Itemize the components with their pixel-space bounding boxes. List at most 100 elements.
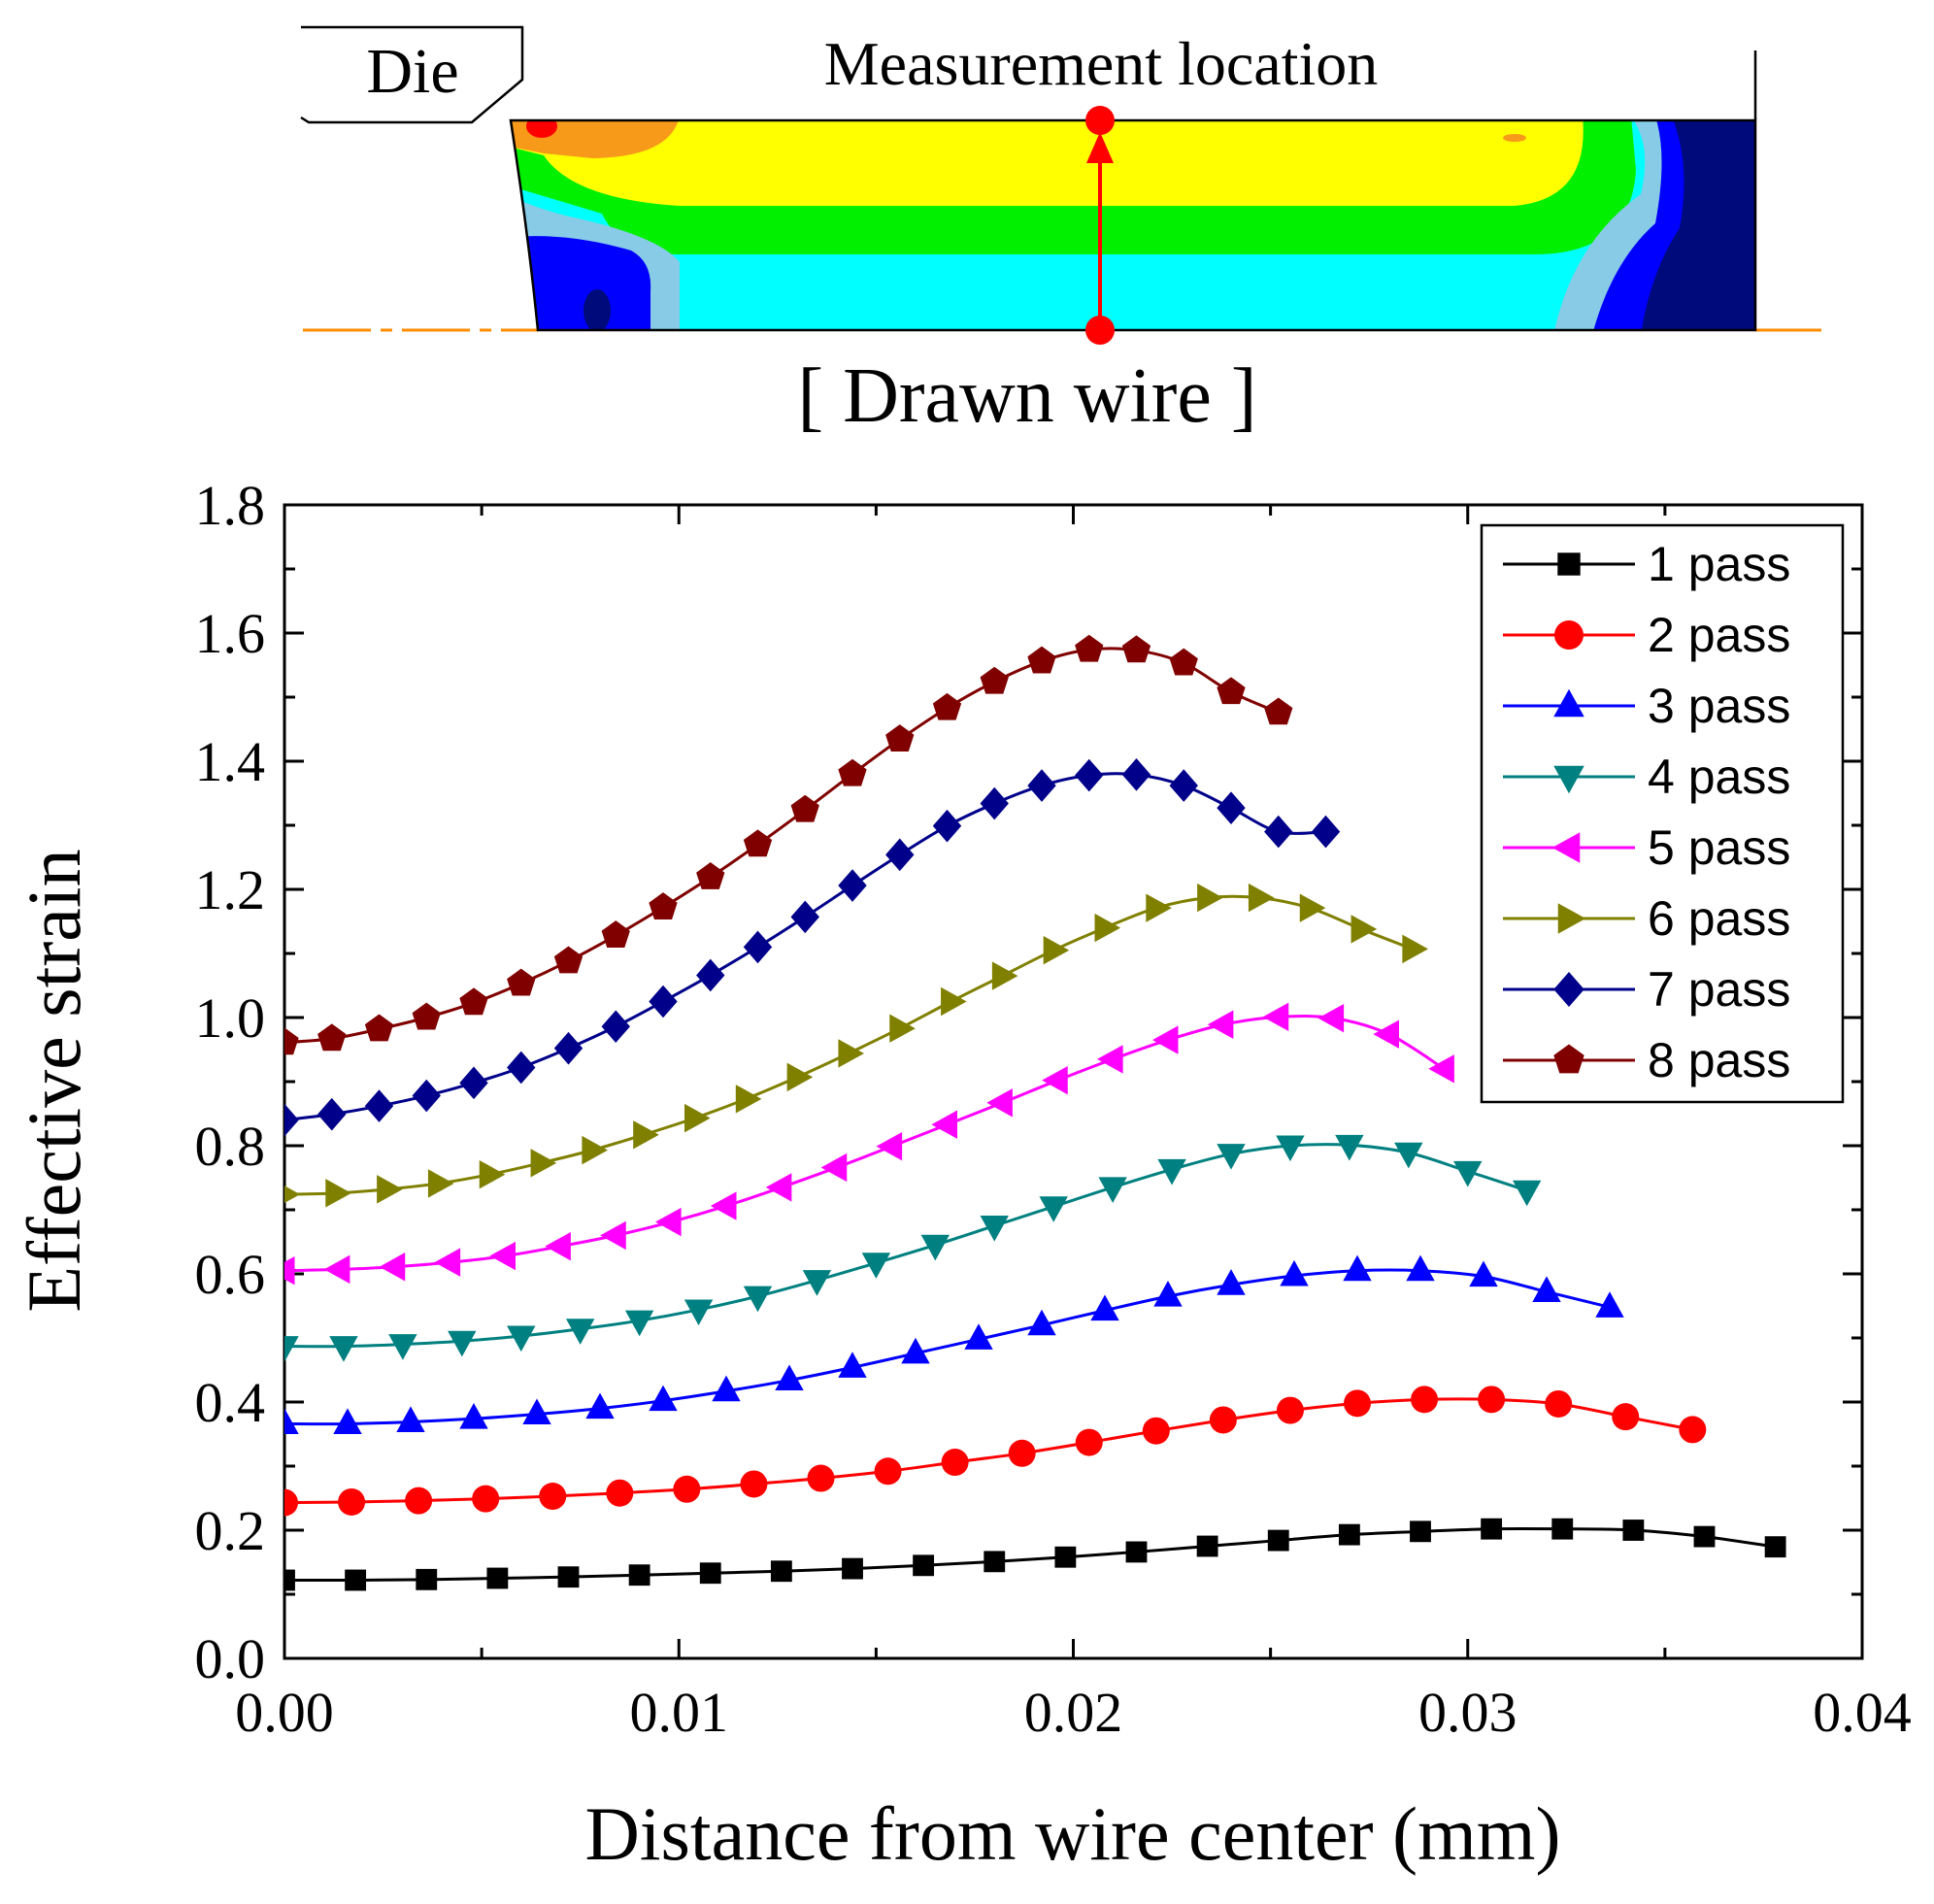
legend-marker [1553, 1044, 1584, 1074]
data-point [507, 968, 536, 996]
data-point [1217, 791, 1246, 824]
data-point [1248, 883, 1275, 913]
data-point [984, 1551, 1006, 1573]
data-point [1027, 646, 1056, 674]
data-point [684, 1103, 711, 1133]
data-point [377, 1175, 403, 1204]
wire-contour-inset: Die Measurement location [ Drawn wire ] [300, 25, 1821, 439]
data-point [472, 1485, 500, 1513]
data-point [743, 829, 773, 857]
data-point [1469, 1260, 1498, 1287]
data-point [565, 1319, 595, 1345]
data-point [489, 1241, 516, 1271]
data-point [1612, 1403, 1640, 1431]
data-point [1157, 1158, 1186, 1186]
series-pass-2 [284, 1386, 1707, 1517]
data-point [1338, 1523, 1360, 1546]
data-point [284, 1027, 299, 1055]
data-point [1042, 1065, 1068, 1095]
data-point [1169, 769, 1198, 802]
data-point [861, 1253, 891, 1279]
data-point [624, 1310, 654, 1337]
data-point [931, 1110, 957, 1139]
data-point [1545, 1389, 1573, 1418]
data-point [1264, 697, 1293, 725]
legend-marker [1557, 903, 1586, 934]
data-point [364, 1089, 394, 1122]
strain-contours [511, 120, 1755, 330]
data-point [885, 724, 915, 752]
contour-yellow-band [511, 120, 1584, 206]
data-point [333, 1408, 362, 1434]
series-pass-1 [284, 1518, 1786, 1591]
data-point [379, 1253, 406, 1282]
data-point [1344, 1389, 1371, 1418]
data-point [1039, 1196, 1068, 1222]
data-point [901, 1337, 930, 1364]
data-point [284, 1336, 299, 1362]
data-point [941, 986, 967, 1017]
data-point [1267, 1529, 1289, 1552]
x-tick-label: 0.03 [1418, 1681, 1517, 1744]
legend-label: 8 pass [1648, 1033, 1790, 1087]
data-point [1453, 1160, 1483, 1187]
data-point [1125, 1541, 1148, 1563]
data-point [539, 1483, 567, 1511]
data-point [364, 1014, 394, 1042]
legend-entry: 5 pass [1503, 820, 1790, 875]
data-point [649, 1385, 678, 1412]
series-pass-5 [284, 1002, 1454, 1286]
y-tick-label: 0.2 [195, 1499, 266, 1562]
legend-marker [1557, 552, 1581, 576]
data-point [1217, 1269, 1246, 1295]
data-point [1075, 1428, 1103, 1456]
data-point [325, 1179, 351, 1208]
data-point [913, 1554, 935, 1577]
legend-label: 7 pass [1648, 962, 1790, 1017]
legend-entry: 7 pass [1503, 962, 1790, 1017]
data-point [1142, 1417, 1170, 1445]
data-point [775, 1364, 804, 1391]
x-tick-label: 0.01 [630, 1681, 729, 1744]
data-point [601, 920, 630, 948]
measurement-location-label: Measurement location [824, 29, 1378, 98]
data-point [980, 1216, 1009, 1242]
data-point [941, 1449, 969, 1477]
data-point [735, 1085, 762, 1114]
data-point [743, 1286, 773, 1313]
y-tick-label: 0.4 [195, 1371, 266, 1434]
data-point [932, 692, 962, 720]
data-point [655, 1207, 682, 1237]
data-point [649, 892, 678, 919]
x-tick-labels: 0.00 0.01 0.02 0.03 0.04 [235, 1681, 1912, 1744]
data-point [980, 786, 1009, 820]
data-point [388, 1334, 417, 1360]
data-point [874, 1457, 902, 1486]
legend-label: 1 pass [1648, 537, 1790, 591]
data-point [412, 1079, 441, 1113]
data-point [838, 1039, 865, 1068]
data-point [696, 958, 725, 992]
data-point [1217, 1144, 1246, 1170]
data-point [345, 1569, 367, 1591]
data-point [807, 1464, 835, 1492]
data-point [507, 1325, 536, 1353]
data-point [434, 1248, 461, 1277]
x-tick-label: 0.04 [1813, 1681, 1912, 1744]
data-point [1054, 1546, 1077, 1568]
data-point [1299, 893, 1326, 922]
data-point [416, 1568, 438, 1590]
measurement-arrow-head [1086, 132, 1114, 163]
contour-red-spot [526, 120, 557, 138]
legend-label: 4 pass [1648, 750, 1790, 804]
legend-marker [1551, 832, 1581, 863]
data-point [1121, 758, 1151, 791]
data-point [1207, 1010, 1234, 1039]
y-tick-label: 0.0 [195, 1627, 266, 1690]
data-point [1595, 1291, 1624, 1318]
series-line [284, 772, 1326, 1122]
data-point [459, 987, 488, 1016]
data-point [284, 1488, 298, 1517]
data-point [557, 1566, 580, 1588]
series-pass-4 [284, 1134, 1542, 1362]
